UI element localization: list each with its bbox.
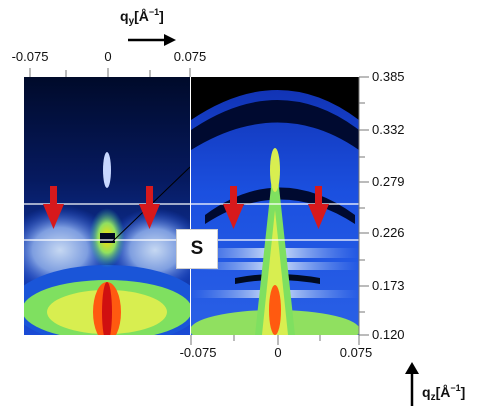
right-tick-4: 0.173 <box>372 278 405 293</box>
qy-label-units: [Å <box>134 8 149 24</box>
bottom-tick-2: 0.075 <box>339 345 373 360</box>
top-tick-1: 0 <box>104 49 112 64</box>
right-tick-3: 0.226 <box>372 225 405 240</box>
qz-axis-label: qz[Å−1] <box>422 383 466 403</box>
top-tick-marks <box>29 68 191 77</box>
qz-direction-arrow-icon <box>405 362 419 406</box>
right-scattering-panel <box>191 77 359 335</box>
qz-label-units: [Å <box>435 384 451 400</box>
right-tick-0: 0.385 <box>372 69 405 84</box>
qz-label-main: q <box>422 384 431 400</box>
left-scattering-panel <box>24 77 190 335</box>
qz-label-close: ] <box>460 384 466 400</box>
qy-axis-label: qy[Å−1] <box>120 7 164 27</box>
qy-label-main: q <box>120 8 129 24</box>
bottom-tick-0: -0.075 <box>179 345 217 360</box>
qy-label-sup: −1 <box>148 7 160 17</box>
qz-label-sub: z <box>430 392 436 403</box>
right-tick-2: 0.279 <box>372 174 405 189</box>
right-tick-5: 0.120 <box>372 327 405 342</box>
qz-label-sup: −1 <box>450 383 461 393</box>
qy-label-sub: y <box>128 16 135 27</box>
right-tick-1: 0.332 <box>372 122 405 137</box>
right-axis <box>358 76 369 336</box>
bottom-tick-1: 0 <box>274 345 282 360</box>
bottom-tick-marks <box>190 335 360 345</box>
panel-marker-s: S <box>176 229 218 269</box>
qy-label-close: ] <box>159 8 164 24</box>
qy-direction-arrow-icon <box>128 34 176 46</box>
top-tick-2: 0.075 <box>173 49 207 64</box>
red-arrows <box>43 186 329 229</box>
top-tick-0: -0.075 <box>11 49 49 64</box>
panel-marker-text: S <box>190 238 204 259</box>
